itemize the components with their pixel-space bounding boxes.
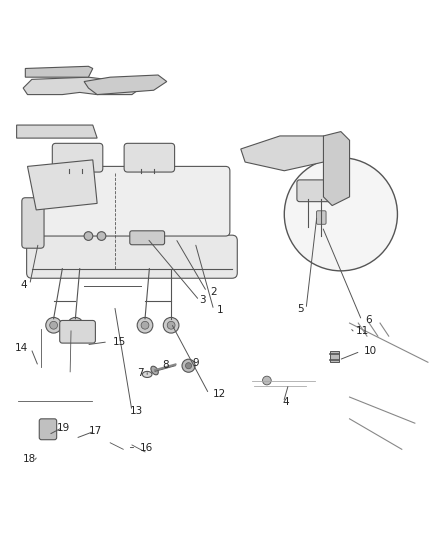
FancyBboxPatch shape	[22, 198, 44, 248]
FancyBboxPatch shape	[34, 166, 230, 236]
Ellipse shape	[151, 366, 158, 375]
Circle shape	[182, 359, 195, 372]
Text: 4: 4	[20, 280, 27, 290]
Text: 11: 11	[356, 326, 369, 336]
Circle shape	[49, 321, 57, 329]
FancyBboxPatch shape	[52, 143, 103, 172]
Text: 16: 16	[140, 442, 153, 453]
Circle shape	[97, 232, 106, 240]
Circle shape	[84, 232, 93, 240]
Text: 9: 9	[192, 358, 199, 368]
Text: 3: 3	[199, 295, 206, 305]
Polygon shape	[28, 160, 97, 210]
Polygon shape	[84, 75, 167, 94]
Text: 18: 18	[23, 454, 36, 464]
Text: 13: 13	[130, 406, 143, 416]
Circle shape	[167, 321, 175, 329]
FancyBboxPatch shape	[297, 180, 335, 201]
Text: 1: 1	[217, 305, 223, 315]
FancyBboxPatch shape	[60, 320, 95, 343]
Text: 15: 15	[113, 337, 126, 347]
FancyBboxPatch shape	[39, 419, 57, 440]
Circle shape	[284, 158, 397, 271]
Polygon shape	[17, 125, 97, 138]
Text: 2: 2	[210, 287, 217, 297]
Text: 17: 17	[88, 426, 102, 436]
Circle shape	[185, 362, 191, 369]
FancyBboxPatch shape	[130, 231, 165, 245]
Circle shape	[141, 321, 149, 329]
FancyBboxPatch shape	[124, 143, 175, 172]
Polygon shape	[241, 136, 332, 171]
Polygon shape	[25, 66, 93, 77]
FancyBboxPatch shape	[27, 235, 237, 278]
Text: 7: 7	[138, 368, 144, 378]
Circle shape	[262, 376, 271, 385]
Text: 12: 12	[212, 389, 226, 399]
Text: 6: 6	[365, 316, 371, 326]
Text: 4: 4	[282, 397, 289, 407]
Circle shape	[71, 321, 79, 329]
Circle shape	[137, 318, 153, 333]
FancyBboxPatch shape	[330, 351, 339, 362]
Ellipse shape	[142, 372, 152, 377]
Text: 10: 10	[364, 346, 377, 357]
Polygon shape	[323, 132, 350, 206]
Text: 19: 19	[57, 423, 70, 433]
Circle shape	[67, 318, 83, 333]
Text: 5: 5	[297, 304, 304, 314]
Text: 14: 14	[15, 343, 28, 353]
Circle shape	[46, 318, 61, 333]
Text: 8: 8	[162, 360, 169, 370]
Circle shape	[163, 318, 179, 333]
FancyBboxPatch shape	[317, 211, 326, 224]
Polygon shape	[23, 77, 141, 94]
